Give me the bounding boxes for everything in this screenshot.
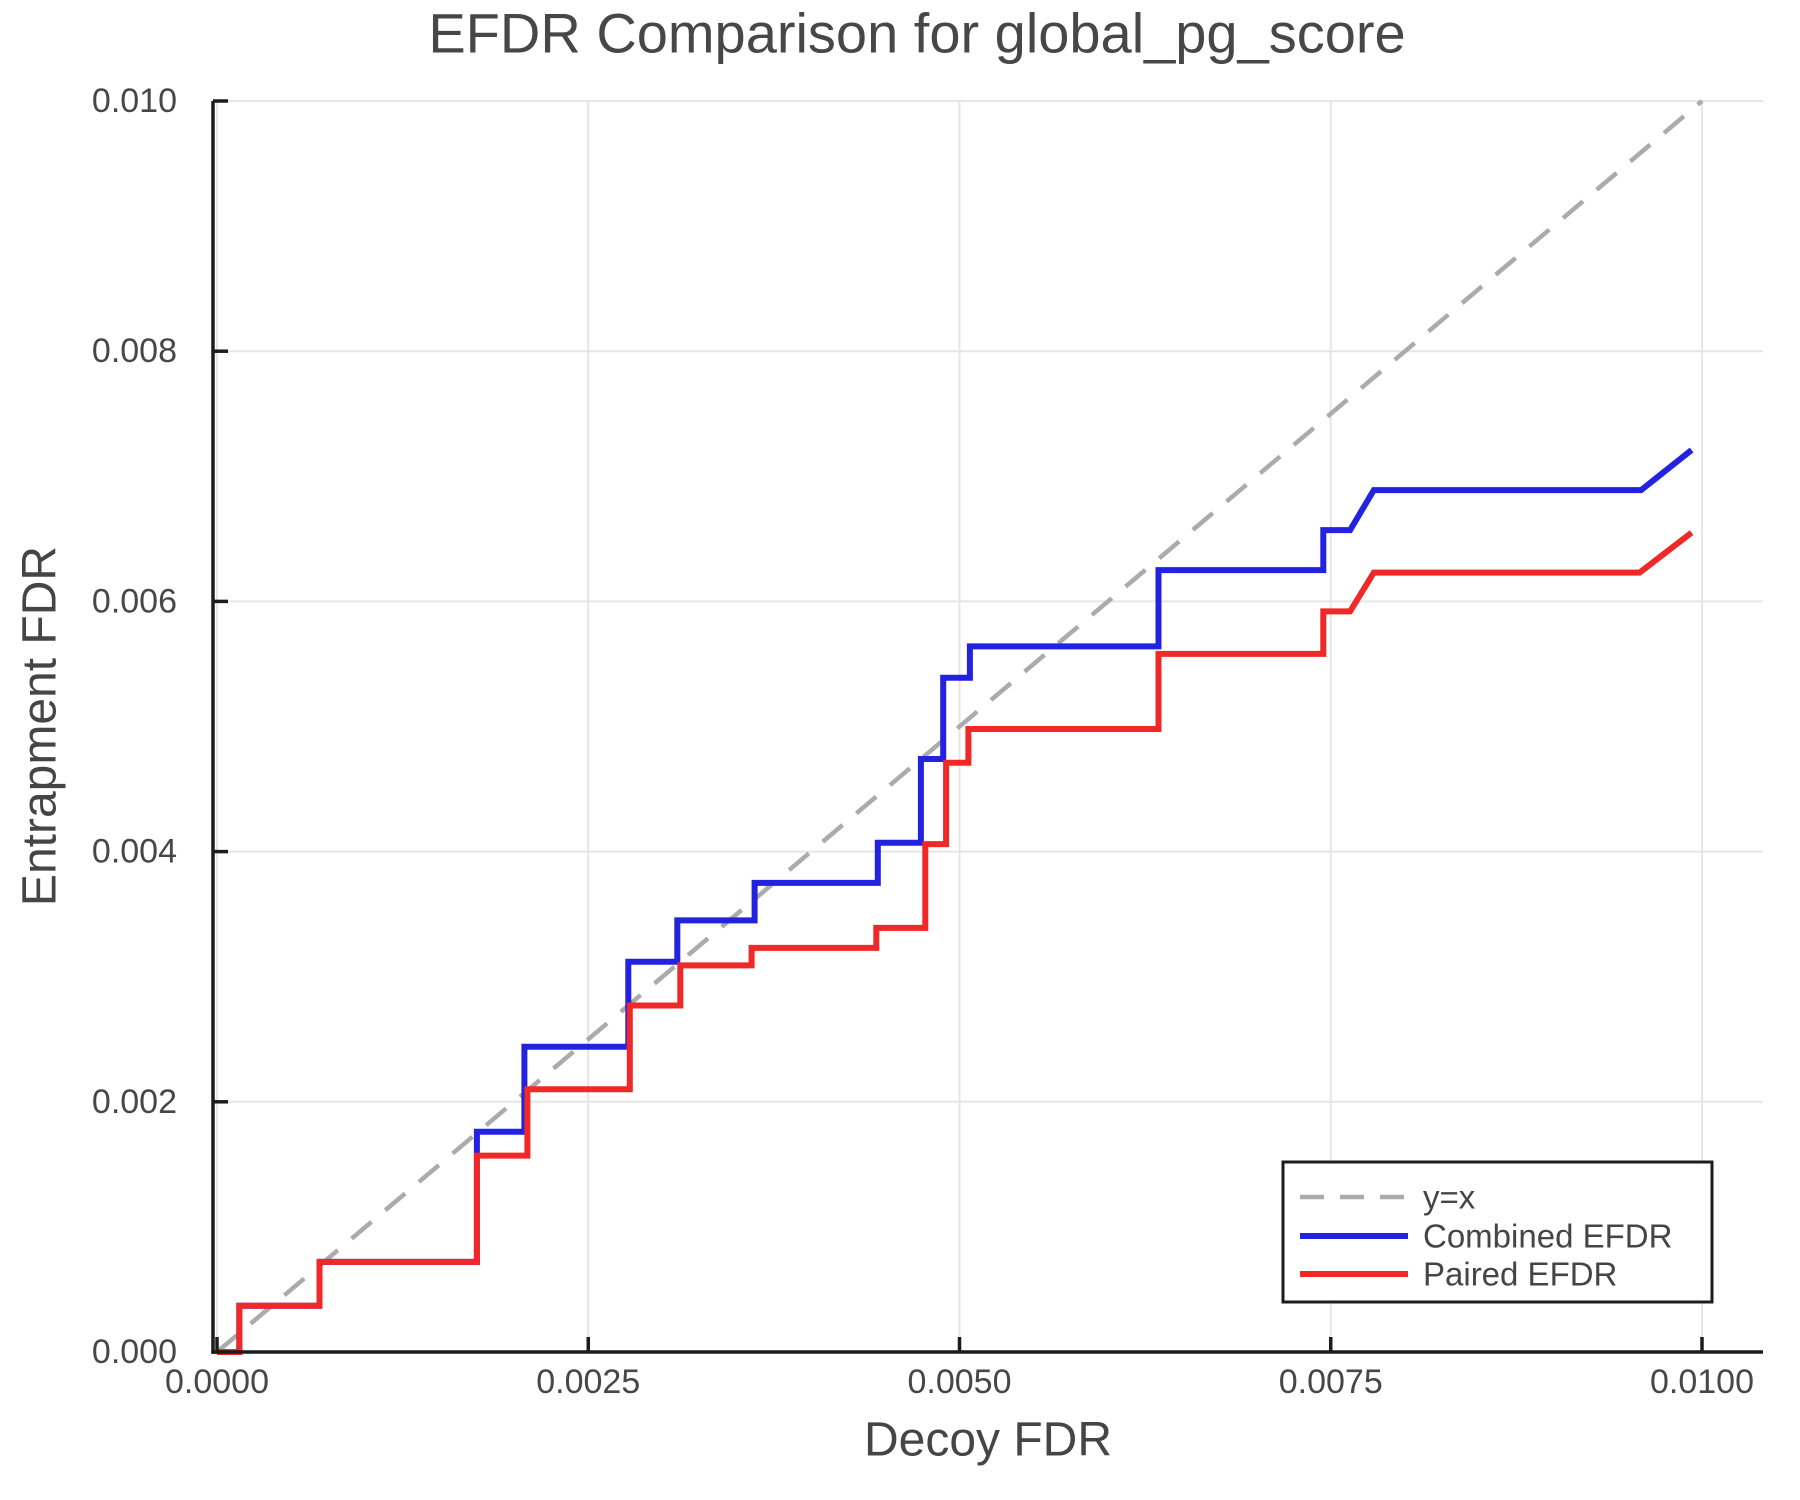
y-tick-label: 0.010 <box>92 82 177 120</box>
legend-item-label: Combined EFDR <box>1423 1218 1672 1255</box>
y-tick-label: 0.006 <box>92 582 177 620</box>
x-tick-label: 0.0000 <box>165 1363 269 1401</box>
legend-item-label: y=x <box>1423 1179 1476 1216</box>
x-tick-label: 0.0025 <box>536 1363 640 1401</box>
tick-labels: 0.0000 0.0025 0.0050 0.0075 0.0100 0.000 0.002… <box>92 82 1754 1401</box>
x-axis-label: Decoy FDR <box>864 1414 1112 1467</box>
axes-spines <box>211 101 1763 1354</box>
y-tick-label: 0.002 <box>92 1083 177 1121</box>
y-tick-label: 0.008 <box>92 332 177 370</box>
identity-line-layer <box>215 99 1704 1354</box>
chart-title: EFDR Comparison for global_pg_score <box>428 2 1405 65</box>
paired-efdr-line <box>217 530 1694 1355</box>
legend-item-label: Paired EFDR <box>1423 1256 1617 1293</box>
x-tick-label: 0.0100 <box>1650 1363 1754 1401</box>
legend-box <box>1281 1160 1714 1304</box>
identity-line <box>215 99 1704 1354</box>
tick-marks <box>213 99 1704 1354</box>
series-layer <box>217 447 1694 1355</box>
y-tick-label: 0.000 <box>92 1333 177 1371</box>
y-tick-label: 0.004 <box>92 833 177 871</box>
y-axis-label: Entrapment FDR <box>14 546 67 906</box>
x-tick-label: 0.0050 <box>908 1363 1012 1401</box>
x-tick-label: 0.0075 <box>1279 1363 1383 1401</box>
